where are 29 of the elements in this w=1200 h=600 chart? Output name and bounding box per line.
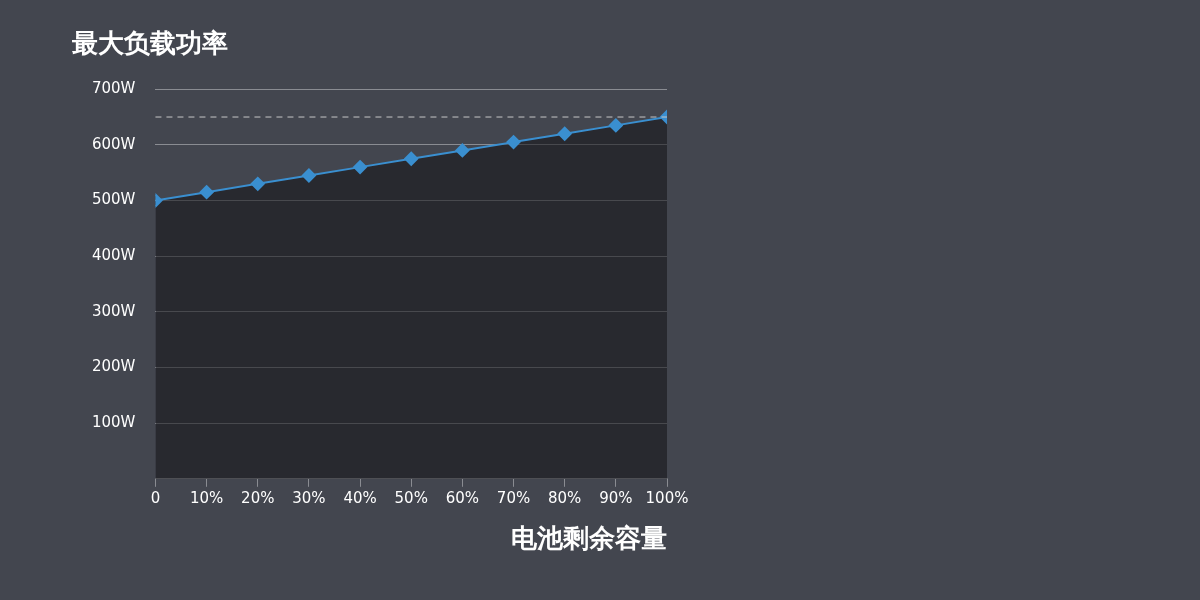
x-tick-label: 20% xyxy=(241,488,275,507)
point xyxy=(353,160,368,175)
y-tick-label: 700W xyxy=(91,79,136,98)
point xyxy=(199,185,214,200)
point xyxy=(557,126,572,141)
point xyxy=(250,176,265,191)
x-tick-label: 60% xyxy=(445,488,480,507)
x-tick-label: 70% xyxy=(496,488,531,507)
chart-title: 最大负载功率 xyxy=(71,28,228,59)
x-tick-label: 30% xyxy=(292,488,326,507)
x-tick-label: 100% xyxy=(645,488,689,507)
point xyxy=(506,135,521,150)
x-axis-title: 电池剩余容量 xyxy=(511,523,667,554)
y-tick-label: 400W xyxy=(91,246,136,265)
point xyxy=(455,143,470,158)
y-tick-label: 300W xyxy=(91,301,136,320)
point xyxy=(404,151,419,166)
x-tick-label: 90% xyxy=(599,488,633,507)
y-tick-label: 500W xyxy=(91,190,136,209)
x-tick-label: 10% xyxy=(189,488,224,507)
y-tick-label: 600W xyxy=(91,134,136,153)
point xyxy=(301,168,316,183)
y-tick-label: 100W xyxy=(91,413,136,432)
x-tick-label: 0 xyxy=(150,488,161,507)
x-tick-label: 50% xyxy=(394,488,428,507)
x-tick-label: 40% xyxy=(343,488,377,507)
x-tick-label: 80% xyxy=(548,488,582,507)
point xyxy=(608,118,623,133)
y-tick-label: 200W xyxy=(91,357,136,376)
